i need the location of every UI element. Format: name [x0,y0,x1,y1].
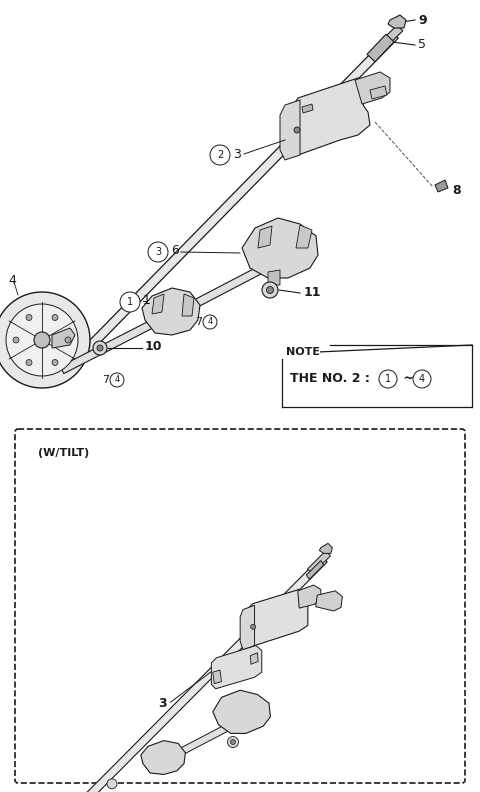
Text: 4: 4 [114,375,120,384]
Circle shape [52,360,58,366]
Polygon shape [152,294,164,314]
Circle shape [148,242,168,262]
Circle shape [26,360,32,366]
Circle shape [210,145,230,165]
Polygon shape [213,690,270,733]
Polygon shape [250,653,258,664]
Polygon shape [52,328,75,348]
Text: 1: 1 [127,297,133,307]
Text: 9: 9 [418,13,427,26]
Circle shape [379,370,397,388]
Polygon shape [388,15,406,28]
Polygon shape [306,561,324,579]
Text: 5: 5 [418,37,426,51]
Polygon shape [141,741,185,775]
Polygon shape [211,645,262,689]
Text: 6: 6 [171,245,179,257]
Circle shape [120,292,140,312]
Circle shape [13,337,19,343]
Polygon shape [240,605,254,650]
Text: 4: 4 [207,318,213,326]
FancyBboxPatch shape [15,429,465,783]
Polygon shape [355,72,390,104]
Text: 4: 4 [8,273,16,287]
Polygon shape [296,225,312,248]
Polygon shape [159,725,228,765]
Circle shape [413,370,431,388]
Polygon shape [242,218,318,278]
Circle shape [65,337,71,343]
Text: 3: 3 [158,697,167,710]
Text: 7: 7 [195,317,202,327]
Text: 2: 2 [217,150,223,160]
Polygon shape [142,288,200,335]
Polygon shape [60,322,152,374]
Polygon shape [247,589,308,645]
Text: 11: 11 [304,287,322,299]
Polygon shape [268,270,280,285]
Text: NOTE: NOTE [286,347,320,357]
Polygon shape [370,86,387,99]
Text: 4: 4 [419,374,425,384]
Circle shape [93,341,107,355]
Circle shape [97,345,103,351]
Polygon shape [316,591,342,611]
Circle shape [251,624,256,630]
Polygon shape [258,226,272,248]
Text: 10: 10 [145,341,163,353]
Text: 1: 1 [143,295,151,307]
Polygon shape [182,294,194,316]
Polygon shape [213,670,221,683]
Circle shape [6,304,78,376]
Circle shape [26,314,32,321]
Text: THE NO. 2 :: THE NO. 2 : [290,372,370,386]
Circle shape [34,332,50,348]
Polygon shape [280,100,300,160]
Polygon shape [367,34,394,62]
Circle shape [107,779,117,789]
Circle shape [52,314,58,321]
Circle shape [228,737,239,748]
Text: (W/TILT): (W/TILT) [38,448,89,458]
Circle shape [203,315,217,329]
Polygon shape [302,104,313,113]
Text: 1: 1 [385,374,391,384]
Polygon shape [290,78,370,155]
Polygon shape [298,585,321,608]
Polygon shape [308,551,330,574]
Circle shape [266,287,274,294]
Circle shape [110,373,124,387]
Circle shape [230,740,236,744]
Polygon shape [84,556,327,792]
Text: ~: ~ [399,372,414,386]
Circle shape [294,127,300,133]
Circle shape [0,292,90,388]
Polygon shape [372,25,403,55]
Polygon shape [168,266,262,321]
Polygon shape [319,543,332,554]
Text: 8: 8 [452,184,461,196]
Text: 3: 3 [155,247,161,257]
Circle shape [262,282,278,298]
Polygon shape [435,180,448,192]
Text: 3: 3 [233,147,241,161]
Text: 7: 7 [102,375,109,385]
Polygon shape [59,32,398,378]
